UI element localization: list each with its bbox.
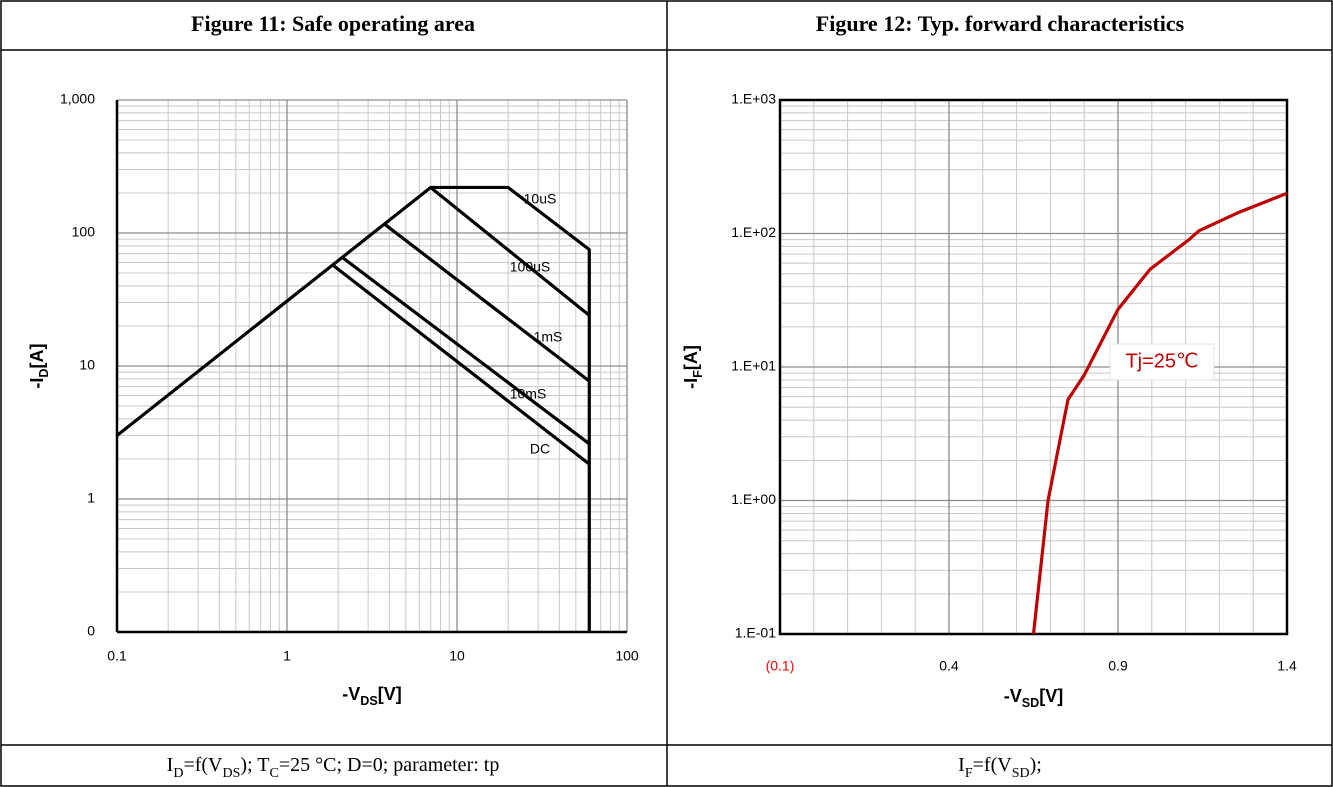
text-part: [V] [378,684,402,704]
text-part: [A] [681,345,701,370]
series-label: Tj=25℃ [1125,350,1198,372]
subscript: DS [223,766,241,781]
y-tick-label: 100 [72,224,96,240]
y-tick-label: 1.E+00 [731,491,776,507]
subscript: C [269,766,278,781]
subscript: SD [1012,766,1030,781]
series-line [429,186,591,317]
text-part: =25 °C; D=0; parameter: tp [279,754,500,776]
text-part: -V [342,684,360,704]
chart-title: Figure 12: Typ. forward characteristics [816,11,1185,36]
y-tick-label: 1,000 [60,91,95,107]
text-part: ); T [240,754,269,776]
series-label: 100uS [510,259,550,275]
text-part: [A] [27,343,47,368]
y-tick-label: 1 [87,490,95,506]
series-line [116,185,591,632]
x-tick-label: 1.4 [1277,658,1297,674]
x-tick-label: (0.1) [766,658,795,674]
text-part: -I [681,378,701,389]
subscript: SD [1022,696,1040,710]
y-tick-label: 1.E+01 [731,358,776,374]
subscript: F [965,766,973,781]
series-line [384,223,591,383]
label-background [1109,343,1215,381]
caption: IF=f(VSD); [958,754,1042,781]
series-label: 10uS [524,191,557,207]
series-label: DC [530,441,550,457]
series-label: 10mS [510,386,547,402]
text-part: =f(V [183,754,223,776]
text-part: -I [27,378,47,389]
y-tick-label: 10 [79,357,95,373]
text-part: -V [1004,686,1022,706]
series-line [1031,191,1288,635]
series-label: 1mS [534,329,563,345]
x-axis-label: -VSD[V] [1004,686,1064,711]
text-part: I [167,754,174,776]
text-part: ); [1030,754,1042,776]
subscript: F [691,370,705,378]
y-axis-label: -ID[A] [27,343,52,388]
y-axis-label: -IF[A] [681,345,706,389]
x-tick-label: 1 [283,648,291,664]
caption: ID=f(VDS); TC=25 °C; D=0; parameter: tp [167,754,500,781]
text-part: =f(V [973,754,1013,776]
series-line [340,255,591,446]
series-line [331,263,591,466]
y-tick-label: 1.E-01 [735,625,776,641]
x-tick-label: 100 [615,648,639,664]
subscript: D [37,368,51,377]
x-axis-label: -VDS[V] [342,684,402,709]
subscript: DS [360,694,378,708]
y-tick-label: 1.E+02 [731,224,776,240]
subscript: D [173,766,183,781]
y-tick-label: 0 [87,623,95,639]
y-tick-label: 1.E+03 [731,91,776,107]
text-part: [V] [1039,686,1063,706]
x-tick-label: 0.9 [1108,658,1128,674]
x-tick-label: 0.1 [107,648,127,664]
x-tick-label: 0.4 [939,658,959,674]
x-tick-label: 10 [449,648,465,664]
text-part: I [958,754,965,776]
chart-title: Figure 11: Safe operating area [191,11,475,36]
